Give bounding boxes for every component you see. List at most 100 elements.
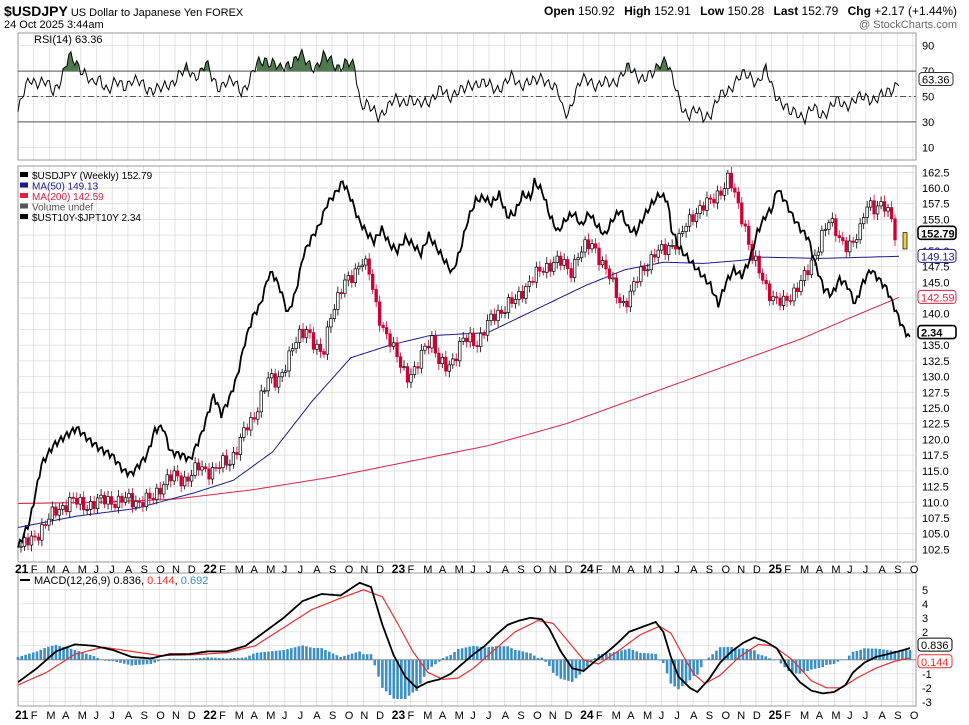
price-candle xyxy=(26,537,30,546)
x-tick-label-macd: 25 xyxy=(769,708,783,722)
x-tick-label-price: M xyxy=(46,564,55,576)
macd-hist-bar xyxy=(441,657,445,660)
price-candle xyxy=(827,222,831,230)
price-candle xyxy=(165,474,169,486)
macd-hist-bar xyxy=(624,649,627,660)
price-candle xyxy=(649,254,653,271)
x-tick-label-price: O xyxy=(722,564,731,576)
price-tick-label: 130.0 xyxy=(922,372,950,384)
macd-hist-bar xyxy=(479,646,483,660)
price-candle xyxy=(684,225,688,233)
price-candle xyxy=(308,329,312,333)
macd-hist-bar xyxy=(544,659,547,662)
price-candle xyxy=(130,493,135,508)
price-candle xyxy=(301,328,305,339)
price-candle xyxy=(207,468,211,480)
macd-hist-bar xyxy=(168,658,172,660)
macd-hist-bar xyxy=(517,650,521,660)
macd-tick-label: -1 xyxy=(922,669,932,681)
price-candle xyxy=(715,190,720,204)
price-candle xyxy=(88,501,93,510)
x-tick-label-price: N xyxy=(737,564,745,576)
macd-tick-label: 4 xyxy=(922,599,928,611)
price-candle xyxy=(785,295,789,301)
price-candle xyxy=(642,266,646,271)
x-tick-label-price: A xyxy=(439,564,447,576)
macd-hist-bar xyxy=(392,659,396,699)
price-candle xyxy=(287,350,291,372)
x-tick-label-macd: F xyxy=(31,710,38,722)
x-tick-label-price: A xyxy=(690,564,698,576)
rsi-tick-label: 90 xyxy=(922,41,934,53)
price-candle xyxy=(85,509,89,511)
price-candle xyxy=(747,225,751,245)
price-candle xyxy=(329,318,333,328)
x-tick-label-price: O xyxy=(345,564,354,576)
x-tick-label-price: M xyxy=(266,564,275,576)
macd-hist-bar xyxy=(859,649,862,660)
price-last-box-spread xyxy=(917,324,957,340)
price-candle xyxy=(447,364,451,372)
x-tick-label-price: S xyxy=(706,564,713,576)
macd-hist-bar xyxy=(494,646,498,660)
macd-hist-bar xyxy=(88,654,92,660)
macd-hist-bar xyxy=(639,652,642,660)
price-last-box-price xyxy=(917,225,957,241)
price-candle xyxy=(778,297,782,306)
macd-hist-bar xyxy=(377,659,380,677)
price-tick-label: 155.0 xyxy=(922,214,950,226)
macd-tick-label: 3 xyxy=(922,613,928,625)
x-tick-label-price: J xyxy=(847,564,853,576)
price-last-box-ma200 xyxy=(917,289,957,304)
price-candle xyxy=(33,535,37,538)
x-tick-label-macd: A xyxy=(125,710,133,722)
macd-hist-bar xyxy=(104,659,107,661)
price-tick-label: 127.5 xyxy=(922,387,950,399)
x-tick-label-macd: A xyxy=(251,710,259,722)
macd-hist-bar xyxy=(715,650,718,660)
spread-line xyxy=(17,177,911,548)
macd-hist-bar xyxy=(798,659,802,674)
macd-hist-bar xyxy=(122,659,126,664)
price-last-label-ma50: 149.13 xyxy=(921,251,955,263)
price-candle xyxy=(621,300,626,304)
x-tick-label-macd: M xyxy=(423,710,432,722)
x-tick-label-macd: A xyxy=(627,710,635,722)
macd-hist-bar xyxy=(282,650,286,660)
macd-hist-bar xyxy=(214,657,217,660)
symbol-title: $USDJPY US Dollar to Japanese Yen FOREX xyxy=(4,3,243,19)
price-candle xyxy=(339,292,344,295)
price-candle xyxy=(224,455,229,466)
macd-hist-bar xyxy=(236,657,240,660)
macd-hist-bar xyxy=(658,659,661,661)
price-candle xyxy=(614,277,619,298)
price-candle xyxy=(586,239,591,250)
price-tick-label: 120.0 xyxy=(922,434,950,446)
x-tick-label-price: 25 xyxy=(769,562,783,576)
macd-hist-bar xyxy=(616,651,620,660)
x-tick-label-macd: D xyxy=(188,710,196,722)
price-candle xyxy=(687,214,692,227)
x-tick-label-price: M xyxy=(831,564,840,576)
macd-hist-bar xyxy=(707,657,711,660)
macd-hist-bar xyxy=(620,650,623,660)
price-candle xyxy=(618,297,622,304)
x-tick-label-macd: J xyxy=(863,710,869,722)
x-tick-label-macd: M xyxy=(235,710,244,722)
price-candle xyxy=(196,462,201,471)
x-tick-label-macd: M xyxy=(612,710,621,722)
x-tick-label-macd: M xyxy=(643,710,652,722)
macd-hist-bar xyxy=(267,651,270,660)
macd-hist-bar xyxy=(312,647,316,660)
price-candle xyxy=(221,455,225,468)
macd-hist-bar xyxy=(810,659,813,670)
price-candle xyxy=(423,345,427,351)
price-candle xyxy=(816,251,821,256)
price-candle xyxy=(719,190,723,196)
x-tick-label-price: J xyxy=(109,564,115,576)
price-candle xyxy=(183,476,187,487)
macd-hist-bar xyxy=(665,659,669,674)
price-candle xyxy=(478,332,483,348)
macd-hist-bar xyxy=(597,654,601,660)
macd-hist-bar xyxy=(153,659,156,663)
